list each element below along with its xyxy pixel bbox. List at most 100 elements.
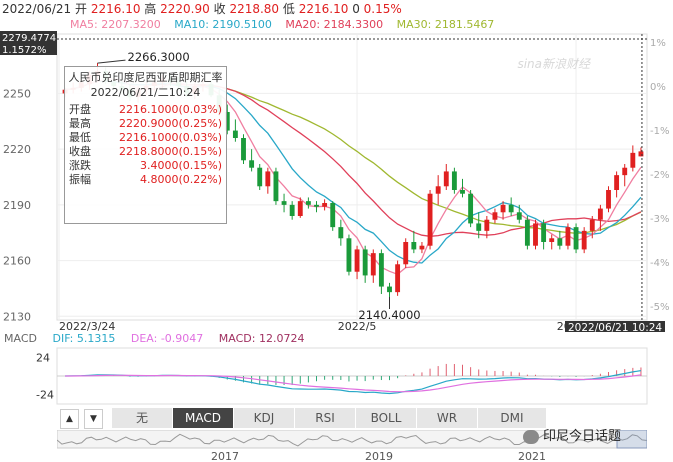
pct-tick-label: 1% (650, 38, 666, 49)
quote-low: 2216.10 (298, 2, 349, 16)
candle-body (378, 253, 384, 287)
pct-tick-label: 0% (650, 82, 666, 93)
candle (241, 134, 246, 164)
quote-close: 2218.80 (229, 2, 280, 16)
wechat-brand: 印尼今日话题 (523, 426, 673, 448)
macd-chart[interactable]: 24 -24 (0, 346, 673, 406)
candle (468, 190, 474, 228)
candle (289, 201, 295, 220)
candle-body (638, 151, 644, 157)
candle (257, 164, 263, 190)
y-tick-label: 2160 (3, 255, 31, 268)
quote-change: 0.15% (363, 2, 402, 16)
candle (541, 219, 547, 250)
pct-tick-label: -2% (650, 170, 669, 181)
candle (460, 178, 465, 198)
candle-body (435, 186, 441, 194)
x-tick-label: 2022/5 (338, 320, 377, 332)
candle-body (346, 238, 352, 272)
navigator-sparkline (57, 433, 647, 447)
tab-rsi[interactable]: RSI (295, 408, 356, 428)
candle (281, 193, 287, 213)
tab-none[interactable]: 无 (112, 408, 173, 428)
tooltip-date: 2022/06/21/二10:24 (90, 86, 201, 99)
candlestick-chart[interactable]: 2130 2160 2190 2220 2250 1% 0% -1% -2% -3% -4% -5% 2… (0, 30, 673, 332)
candle-body (370, 253, 376, 276)
candle-body (581, 230, 587, 250)
candle-body (322, 203, 328, 207)
candle (435, 175, 441, 205)
candle-body (533, 223, 538, 246)
candle-body (476, 223, 482, 231)
y-tick-label: 2220 (3, 143, 31, 156)
ma30-legend: MA30: 2181.5467 (396, 18, 495, 31)
macd-tick-label: 24 (36, 351, 50, 364)
y-tick-label: 2250 (3, 87, 31, 100)
ma-legend: MA5: 2207.3200 MA10: 2190.5100 MA20: 218… (70, 18, 504, 32)
ma20-legend: MA20: 2184.3300 (285, 18, 384, 31)
candle-body (622, 167, 628, 176)
tooltip-row: 收盘 2218.8000(0.15%) (69, 145, 222, 158)
candle-body (419, 245, 425, 250)
candle (395, 260, 401, 296)
brand-name: 印尼今日话题 (543, 429, 622, 444)
candle (403, 238, 409, 268)
crosshair-pct: 1.1572% (2, 45, 47, 56)
candle (411, 230, 417, 254)
tab-kdj[interactable]: KDJ (234, 408, 295, 428)
scroll-left-button[interactable]: ▲ (60, 409, 79, 429)
candle (549, 234, 555, 250)
candle-body (468, 193, 474, 224)
candle (573, 223, 579, 254)
candle (297, 197, 303, 218)
ma5-legend: MA5: 2207.3200 (70, 18, 161, 31)
macd-value-legend: MACD: 12.0724 (218, 332, 305, 345)
candle-body (549, 238, 555, 242)
navigator-window (616, 430, 647, 449)
candle-body (460, 190, 465, 194)
y-tick-label: 2130 (3, 310, 31, 323)
macd-legend: MACD DIF: 5.1315 DEA: -0.9047 MACD: 12.0… (4, 332, 316, 346)
candle (387, 282, 392, 297)
candle (638, 147, 644, 157)
crosshair-price-box (0, 31, 57, 55)
candle (354, 245, 360, 280)
pct-tick-label: -1% (650, 126, 669, 137)
candle (314, 201, 319, 213)
candle-body (589, 219, 595, 231)
tooltip-row: 最低 2216.1000(0.03%) (69, 131, 222, 144)
tab-wr[interactable]: WR (417, 408, 478, 428)
tab-boll[interactable]: BOLL (356, 408, 417, 428)
candle (427, 190, 433, 250)
dif-line (65, 370, 641, 395)
candle-body (387, 286, 392, 293)
candle (305, 197, 311, 209)
candle-body (516, 212, 522, 220)
y-tick-label: 2190 (3, 199, 31, 212)
quote-open: 2216.10 (90, 2, 141, 16)
navigator-year-label: 2021 (518, 450, 546, 462)
candle (338, 219, 344, 246)
candle (565, 223, 571, 250)
candle (630, 145, 636, 172)
candle-body (524, 219, 530, 246)
candle-body (557, 238, 563, 246)
overview-navigator[interactable]: 2017 2019 2021 (57, 430, 647, 462)
tab-dmi[interactable]: DMI (478, 408, 547, 428)
candle (557, 230, 563, 250)
candle (597, 204, 603, 231)
sina-watermark: sina新浪财经 (517, 57, 590, 71)
dea-line (65, 374, 641, 393)
ma10-legend: MA10: 2190.5100 (174, 18, 272, 31)
candle-body (354, 249, 360, 272)
candle-body (403, 242, 409, 265)
tab-macd[interactable]: MACD (173, 408, 234, 428)
quote-summary: 2022/06/21 开 2216.10 高 2220.90 收 2218.80… (2, 2, 402, 16)
scroll-right-button[interactable]: ▼ (84, 409, 103, 429)
candle (232, 119, 238, 142)
quote-high: 2220.90 (160, 2, 210, 16)
candle (533, 219, 538, 250)
pct-tick-label: -5% (650, 302, 669, 313)
candle-body (297, 201, 303, 216)
candle (484, 216, 490, 239)
